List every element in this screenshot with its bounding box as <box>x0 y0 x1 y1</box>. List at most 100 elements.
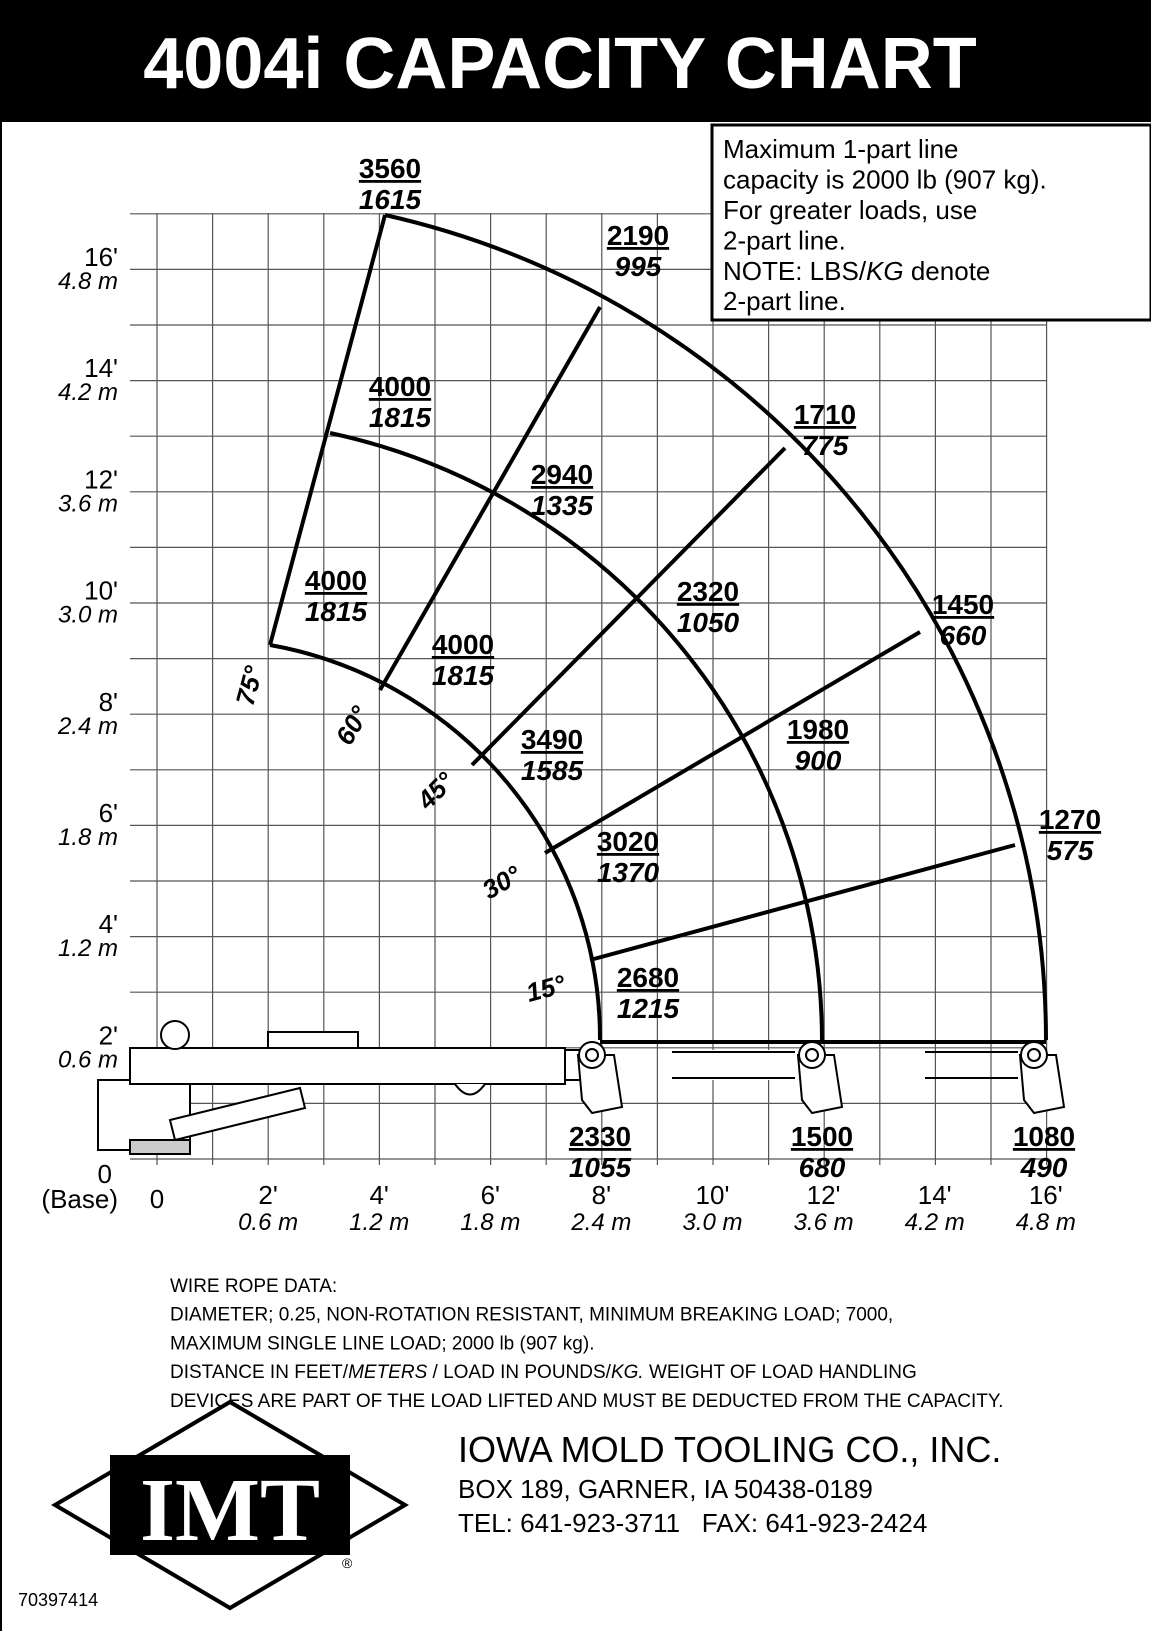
title-bar <box>0 0 1151 122</box>
y-tick-m: 2.4 m <box>57 713 118 740</box>
logo-registered: ® <box>342 1555 353 1571</box>
crane-foot <box>129 1139 191 1155</box>
y-tick-ft: 10' <box>84 576 118 606</box>
hook-block <box>796 1054 844 1115</box>
wire-rope-line: WIRE ROPE DATA: <box>170 1276 337 1297</box>
boom-hook <box>454 1083 486 1096</box>
note-part: NOTE: LBS/ <box>723 256 867 286</box>
wire-rope-line: DIAMETER; 0.25, NON-ROTATION RESISTANT, … <box>170 1305 893 1326</box>
capacity-lb: 2940 <box>531 459 593 490</box>
y-tick-ft: 6' <box>99 798 118 828</box>
y-tick-m: 1.2 m <box>58 935 118 962</box>
company-address: BOX 189, GARNER, IA 50438-0189 <box>458 1474 873 1504</box>
capacity-kg: 1215 <box>617 993 680 1024</box>
wire-rope-line: DISTANCE IN FEET/METERS / LOAD IN POUNDS… <box>170 1362 917 1383</box>
y-base-ft: 0 <box>98 1159 112 1189</box>
x-tick-ft: 8' <box>592 1180 611 1210</box>
wire-rope-line: DEVICES ARE PART OF THE LOAD LIFTED AND … <box>170 1391 1003 1412</box>
capacity-lb: 1450 <box>932 589 994 620</box>
winch <box>160 1020 190 1050</box>
sheave-hub <box>805 1048 819 1062</box>
capacity-kg: 490 <box>1020 1152 1068 1183</box>
y-base-label: (Base) <box>41 1184 118 1214</box>
capacity-lb: 4000 <box>369 371 431 402</box>
sheave-hub <box>585 1048 599 1062</box>
note-line: 2-part line. <box>723 226 846 256</box>
capacity-kg: 1815 <box>432 660 495 691</box>
boom-line-60 <box>378 306 602 691</box>
boom-line-15 <box>589 843 1016 962</box>
y-tick-ft: 16' <box>84 242 118 272</box>
y-tick-ft: 8' <box>99 687 118 717</box>
capacity-kg: 1615 <box>359 184 422 215</box>
wire-part: WEIGHT OF LOAD HANDLING <box>644 1362 917 1383</box>
capacity-lb: 3490 <box>521 724 583 755</box>
company-name: IOWA MOLD TOOLING CO., INC. <box>458 1429 1001 1470</box>
crane-drawing <box>97 1020 1066 1155</box>
y-tick-ft: 2' <box>99 1020 118 1050</box>
wire-part: KG. <box>611 1362 644 1383</box>
capacity-lb: 1270 <box>1039 804 1101 835</box>
x-tick-m: 0.6 m <box>238 1209 298 1236</box>
x-tick-ft: 16' <box>1029 1180 1063 1210</box>
x-tick-m: 2.4 m <box>570 1209 631 1236</box>
x-tick-ft: 2' <box>258 1180 277 1210</box>
logo-text: IMT <box>140 1461 320 1560</box>
wire-part: DISTANCE IN FEET/ <box>170 1362 349 1383</box>
note-part: KG <box>866 256 904 286</box>
note-line: For greater loads, use <box>723 195 977 225</box>
x-tick-m: 3.6 m <box>794 1209 854 1236</box>
wire-part: METERS <box>348 1362 428 1383</box>
capacity-kg: 660 <box>940 620 987 651</box>
capacity-kg: 1050 <box>677 607 740 638</box>
x-tick-ft: 6' <box>481 1180 500 1210</box>
logo-block <box>110 1455 350 1555</box>
capacity-kg: 1370 <box>597 857 660 888</box>
y-tick-ft: 12' <box>84 464 118 494</box>
arc-2 <box>329 431 824 1041</box>
lift-cylinder <box>168 1086 307 1142</box>
capacity-kg: 1815 <box>369 402 432 433</box>
extension-2 <box>672 1050 792 1080</box>
capacity-kg: 680 <box>799 1152 846 1183</box>
company-phone: TEL: 641-923-3711 FAX: 641-923-2424 <box>458 1508 927 1538</box>
capacity-lb: 3560 <box>359 153 421 184</box>
wire-rope-data: WIRE ROPE DATA: DIAMETER; 0.25, NON-ROTAT… <box>170 1276 893 1354</box>
capacity-lb: 1710 <box>794 399 856 430</box>
note-line: NOTE: LBS/KG denote <box>723 256 990 286</box>
capacity-kg: 1585 <box>521 755 584 786</box>
capacity-kg: 1055 <box>569 1152 632 1183</box>
wire-rope-line: MAXIMUM SINGLE LINE LOAD; 2000 lb (907 k… <box>170 1333 595 1354</box>
boom-line-30 <box>543 630 922 855</box>
capacity-lb: 4000 <box>305 565 367 596</box>
boom-body <box>129 1047 566 1085</box>
capacity-kg: 900 <box>795 745 842 776</box>
capacity-lb: 1500 <box>791 1121 853 1152</box>
hook-block <box>1018 1054 1066 1115</box>
boom-line-45 <box>470 446 787 767</box>
y-tick-m: 4.8 m <box>58 268 118 295</box>
capacity-lb: 2680 <box>617 962 679 993</box>
hook-block <box>576 1054 624 1115</box>
capacity-lb: 3020 <box>597 826 659 857</box>
x-tick-ft: 10' <box>696 1180 730 1210</box>
arc-3 <box>384 213 1048 1041</box>
y-tick-m: 4.2 m <box>58 379 118 406</box>
x-tick-ft: 0 <box>150 1184 164 1214</box>
x-tick-m: 4.8 m <box>1016 1209 1076 1236</box>
capacity-kg: 575 <box>1047 835 1094 866</box>
x-tick-m: 1.2 m <box>349 1209 409 1236</box>
logo: IMT ® <box>51 1399 409 1611</box>
sheave-hub <box>1027 1048 1041 1062</box>
note-line: Maximum 1-part line <box>723 134 959 164</box>
wire-part: / LOAD IN POUNDS/ <box>427 1362 611 1383</box>
note-part: denote <box>904 256 991 286</box>
capacity-kg: 775 <box>802 430 849 461</box>
x-tick-ft: 14' <box>918 1180 952 1210</box>
capacity-kg: 1815 <box>305 596 368 627</box>
part-number: 70397414 <box>18 1590 98 1610</box>
y-tick-ft: 4' <box>99 909 118 939</box>
range-diagram <box>268 213 1048 1044</box>
